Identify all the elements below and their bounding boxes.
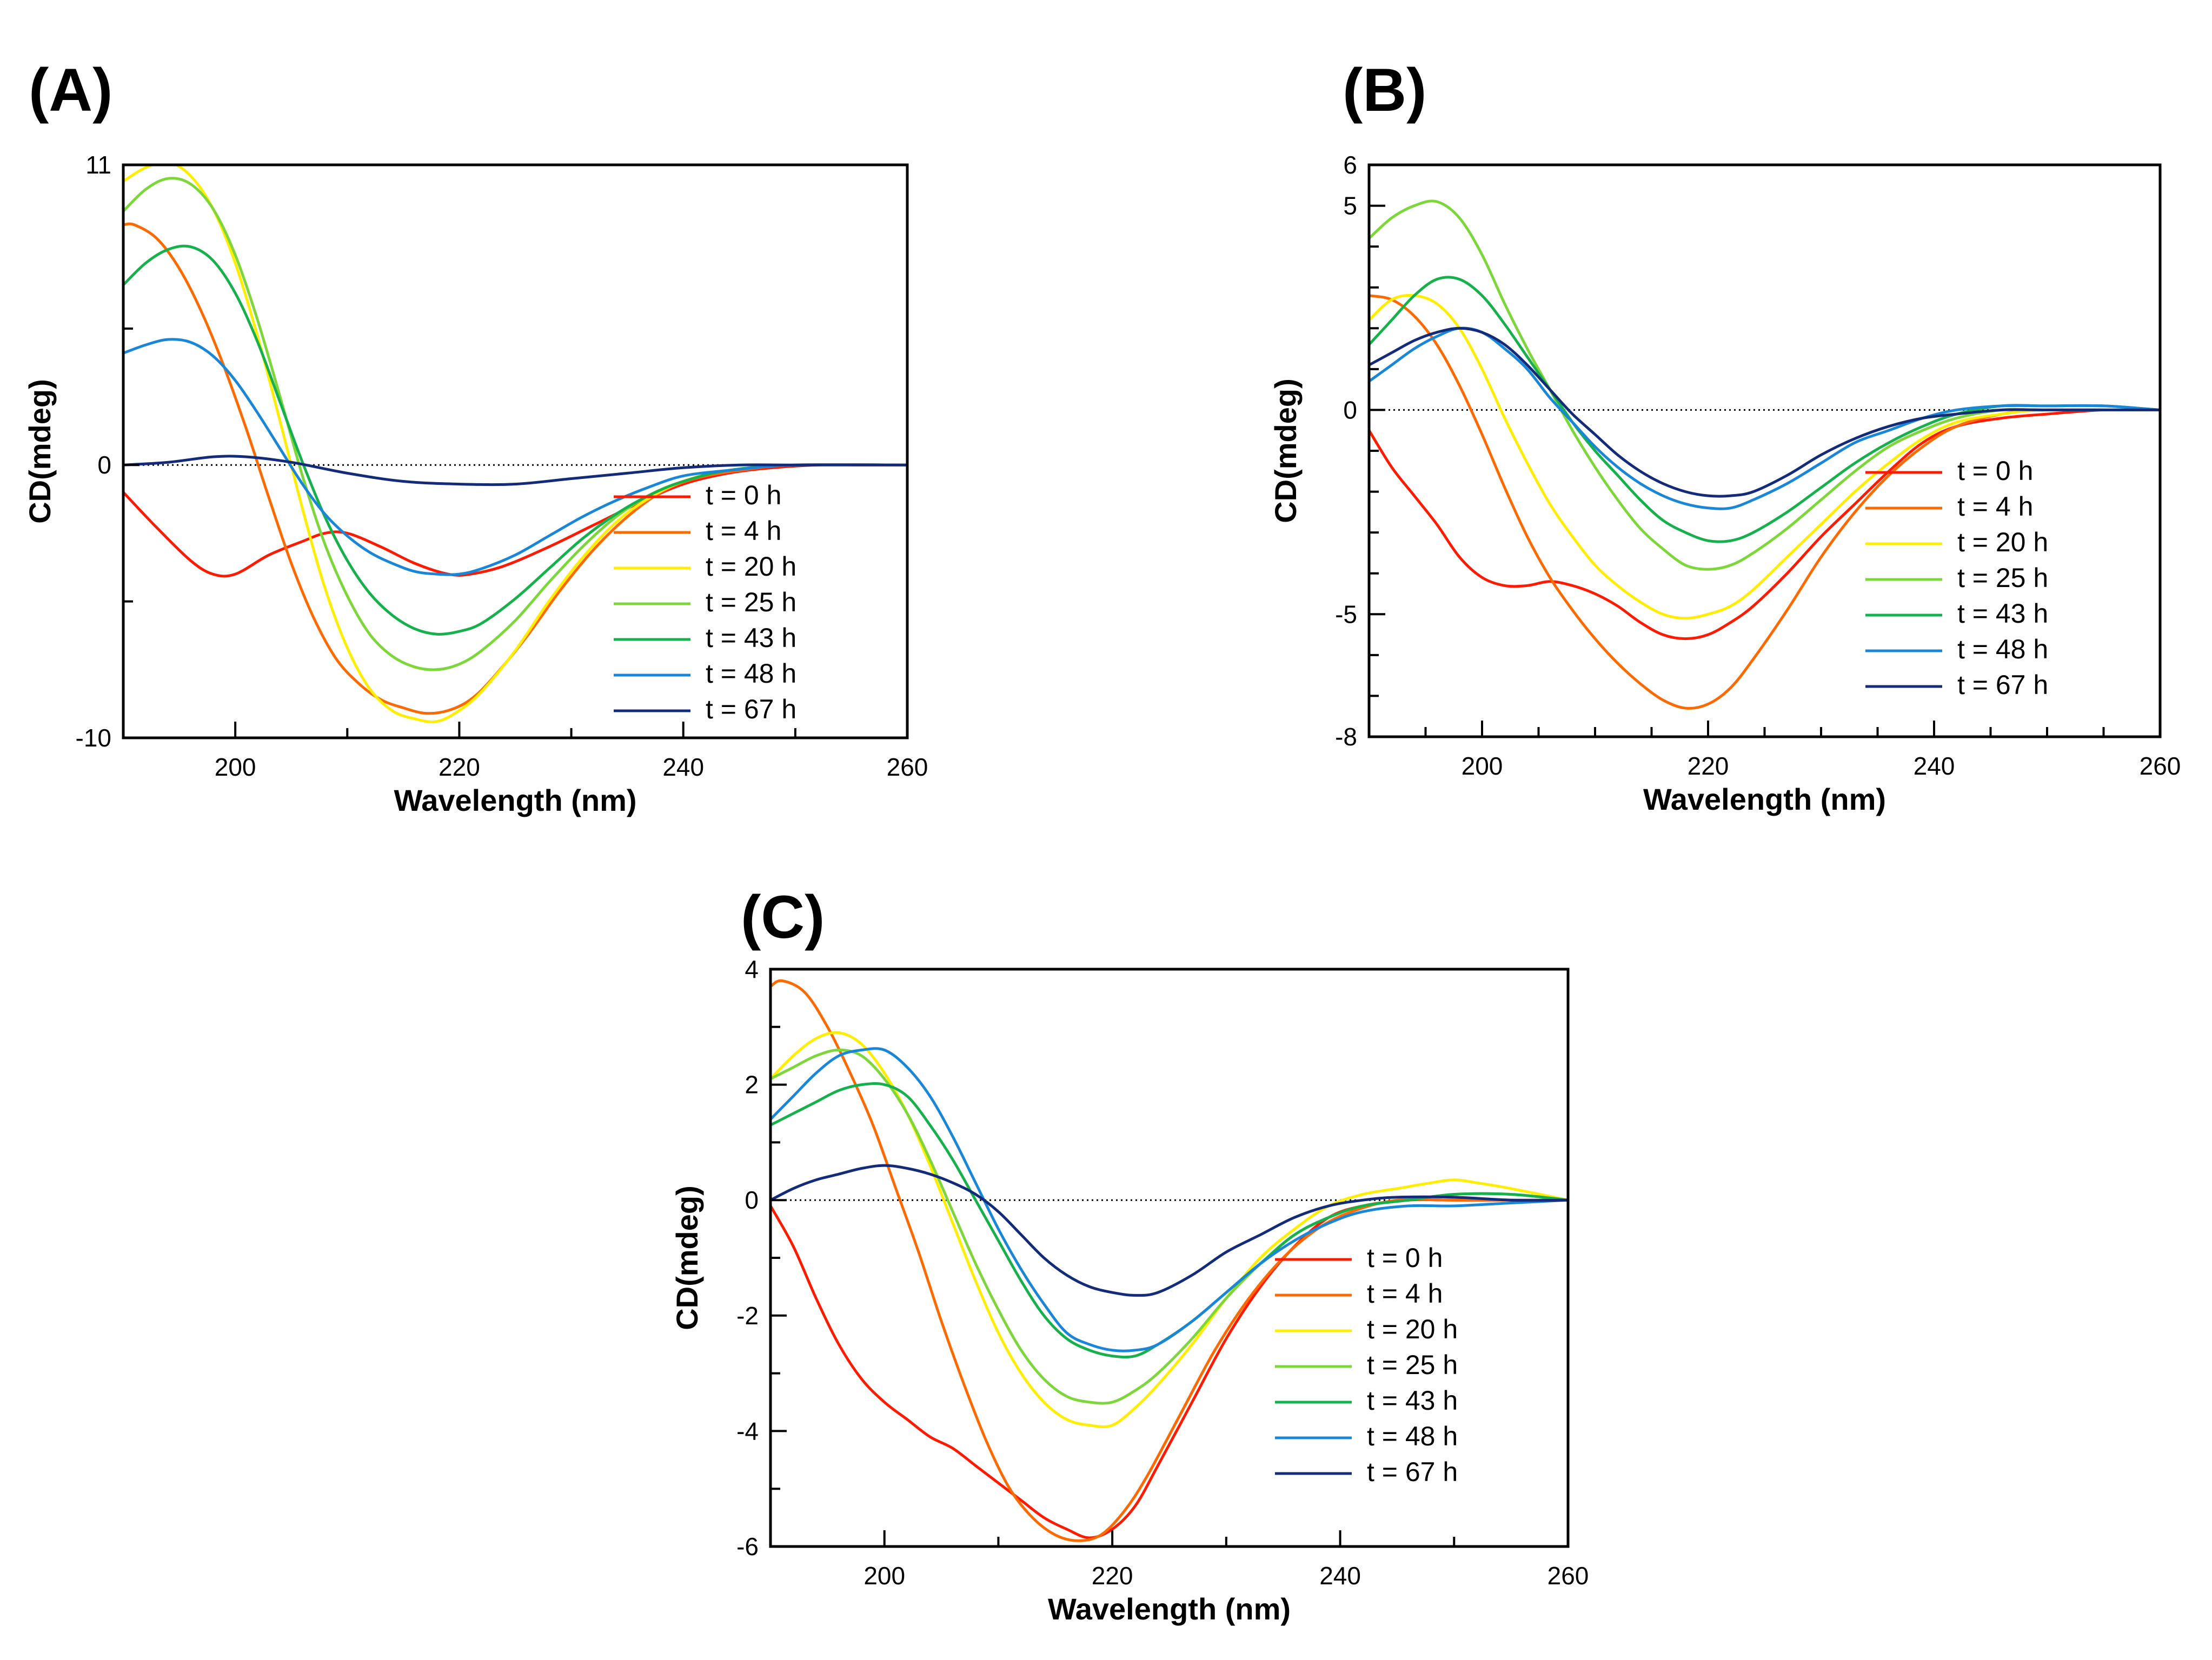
- x-tick-label: 240: [662, 753, 704, 781]
- legend-label: t = 4 h: [1957, 491, 2033, 522]
- series-line-t20: [770, 1031, 1568, 1429]
- series-line-t43: [770, 1082, 1568, 1359]
- series-group: [770, 979, 1568, 1542]
- legend-label: t = 25 h: [1367, 1350, 1458, 1380]
- x-axis-label: Wavelength (nm): [394, 783, 636, 817]
- y-tick-label: 0: [97, 451, 111, 479]
- x-tick-label: 200: [863, 1562, 905, 1590]
- series-line-t67: [770, 1164, 1568, 1297]
- series-line-t48: [770, 1047, 1568, 1352]
- legend-label: t = 43 h: [1367, 1385, 1458, 1416]
- y-tick-label: 5: [1343, 192, 1357, 220]
- legend-label: t = 20 h: [706, 551, 796, 582]
- x-tick-label: 200: [215, 753, 256, 781]
- x-axis-label: Wavelength (nm): [1048, 1592, 1291, 1626]
- legend-label: t = 20 h: [1367, 1314, 1458, 1344]
- x-tick-label: 260: [1547, 1562, 1589, 1590]
- y-tick-label: -5: [1335, 600, 1357, 628]
- plot-frame: [122, 163, 909, 739]
- series-line-t48: [123, 338, 907, 576]
- y-tick-label: -2: [736, 1302, 759, 1330]
- series-line-t20: [1369, 294, 2160, 620]
- y-axis-label: CD(mdeg): [23, 379, 57, 524]
- legend-label: t = 43 h: [706, 623, 796, 653]
- legend-label: t = 67 h: [1367, 1457, 1458, 1487]
- series-group: [1369, 199, 2160, 710]
- y-tick-label: 0: [1343, 396, 1357, 424]
- legend-label: t = 43 h: [1957, 598, 2048, 629]
- x-tick-label: 260: [2140, 752, 2181, 780]
- x-axis-label: Wavelength (nm): [1643, 782, 1886, 816]
- panel-label: (A): [29, 56, 112, 124]
- legend-label: t = 25 h: [1957, 563, 2048, 593]
- panel-label: (B): [1343, 56, 1426, 124]
- x-tick-label: 220: [1092, 1562, 1133, 1590]
- y-tick-label: -6: [736, 1532, 759, 1561]
- legend-label: t = 67 h: [706, 694, 796, 724]
- x-tick-label: 240: [1914, 752, 1955, 780]
- legend-label: t = 0 h: [706, 480, 781, 510]
- panel-b: (B) -8 -5 0 5 6 200 220 240 260 Wavelength (nm) CD(…: [1268, 56, 2181, 816]
- panel-label: (C): [741, 883, 825, 951]
- series-line-t25: [1369, 199, 2160, 571]
- legend-label: t = 4 h: [706, 516, 781, 546]
- x-tick-label: 220: [1688, 752, 1729, 780]
- legend-label: t = 0 h: [1957, 456, 2033, 486]
- legend: t = 0 h t = 4 h t = 20 h t = 25 h t = 43 h t …: [1865, 456, 2048, 700]
- x-tick-label: 200: [1462, 752, 1503, 780]
- panel-c: (C) -6 -4 -2 0 2 4 200 220 240 260 Wavelength (nm) C…: [670, 883, 1589, 1626]
- legend-label: t = 48 h: [1957, 634, 2048, 664]
- legend-label: t = 4 h: [1367, 1278, 1443, 1309]
- legend-label: t = 48 h: [706, 658, 796, 689]
- series-line-t67: [123, 455, 907, 486]
- legend-label: t = 20 h: [1957, 527, 2048, 557]
- series-group: [123, 165, 907, 723]
- series-line-t43: [123, 244, 907, 636]
- legend: t = 0 h t = 4 h t = 20 h t = 25 h t = 43 h t …: [1275, 1243, 1458, 1487]
- y-tick-label: -8: [1335, 723, 1357, 751]
- legend: t = 0 h t = 4 h t = 20 h t = 25 h t = 43 h t …: [614, 480, 796, 724]
- x-tick-label: 260: [887, 753, 928, 781]
- series-line-t67: [1369, 326, 2160, 498]
- legend-label: t = 25 h: [706, 587, 796, 617]
- y-axis-label: CD(mdeg): [670, 1185, 704, 1330]
- y-tick-label: 0: [745, 1186, 759, 1214]
- series-line-t20: [123, 165, 907, 723]
- series-line-t4: [1369, 294, 2160, 710]
- y-tick-label: 4: [745, 955, 759, 983]
- legend-label: t = 48 h: [1367, 1421, 1458, 1451]
- y-tick-label: 6: [1343, 151, 1357, 179]
- x-tick-label: 220: [439, 753, 480, 781]
- y-tick-label: -10: [76, 724, 111, 752]
- y-tick-label: 11: [85, 151, 111, 179]
- legend-label: t = 0 h: [1367, 1243, 1443, 1273]
- panel-a: (A) -10 0 11 200 220 240 260 Wavelength (nm) CD(m…: [23, 56, 928, 817]
- y-tick-label: 2: [745, 1071, 759, 1099]
- legend-label: t = 67 h: [1957, 670, 2048, 700]
- x-tick-label: 240: [1319, 1562, 1361, 1590]
- y-axis-label: CD(mdeg): [1268, 378, 1303, 523]
- y-tick-label: -4: [736, 1417, 759, 1445]
